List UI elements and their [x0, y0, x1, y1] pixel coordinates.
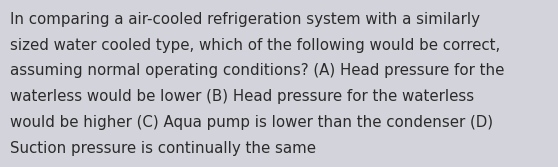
Text: In comparing a air-cooled refrigeration system with a similarly: In comparing a air-cooled refrigeration … — [10, 12, 480, 27]
Text: sized water cooled type, which of the following would be correct,: sized water cooled type, which of the fo… — [10, 38, 501, 53]
Text: assuming normal operating conditions? (A) Head pressure for the: assuming normal operating conditions? (A… — [10, 63, 504, 78]
Text: would be higher (C) Aqua pump is lower than the condenser (D): would be higher (C) Aqua pump is lower t… — [10, 115, 493, 130]
Text: waterless would be lower (B) Head pressure for the waterless: waterless would be lower (B) Head pressu… — [10, 89, 474, 104]
Text: Suction pressure is continually the same: Suction pressure is continually the same — [10, 141, 316, 156]
